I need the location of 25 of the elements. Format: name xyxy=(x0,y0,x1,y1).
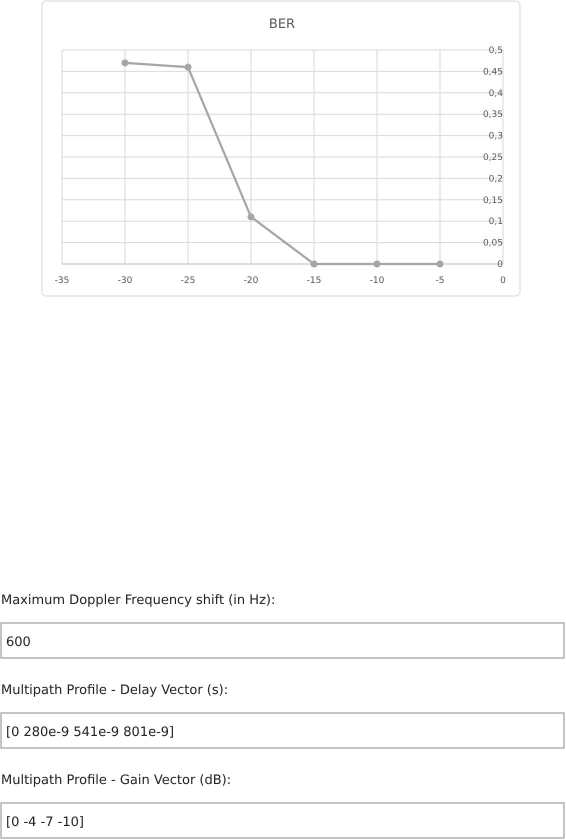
chart-title: BER xyxy=(268,17,296,32)
y-tick-label: 0,05 xyxy=(482,238,503,249)
y-tick-label: 0,15 xyxy=(482,196,503,206)
y-tick-label: 0,4 xyxy=(488,88,504,99)
text: [0 280e-9 541e-9 801e-9] xyxy=(6,725,174,740)
x-tick-label: -5 xyxy=(436,276,444,286)
y-tick-label: 0,3 xyxy=(488,132,503,142)
x-tick-label: -10 xyxy=(370,276,385,286)
y-tick-label: 0,45 xyxy=(482,67,503,78)
x-tick-label: -35 xyxy=(54,276,70,286)
y-tick-label: 0,25 xyxy=(482,153,503,163)
x-tick-label: -15 xyxy=(306,276,322,286)
text: Maximum Doppler Frequency shift (in Hz): xyxy=(1,593,276,608)
y-tick-label: 0 xyxy=(497,260,504,270)
y-tick-label: 0,1 xyxy=(488,217,503,228)
x-tick-label: -30 xyxy=(118,276,133,286)
y-tick-label: 0,2 xyxy=(488,174,503,184)
y-tick-label: 0,35 xyxy=(482,110,503,120)
text: 600 xyxy=(6,635,31,650)
x-tick-label: -20 xyxy=(244,276,259,286)
text: Multipath Profile - Gain Vector (dB): xyxy=(1,773,232,788)
text: Multipath Profile - Delay Vector (s): xyxy=(1,683,228,698)
y-tick-label: 0,5 xyxy=(488,46,503,56)
text: [0 -4 -7 -10] xyxy=(6,815,84,830)
x-tick-label: -25 xyxy=(180,276,196,286)
